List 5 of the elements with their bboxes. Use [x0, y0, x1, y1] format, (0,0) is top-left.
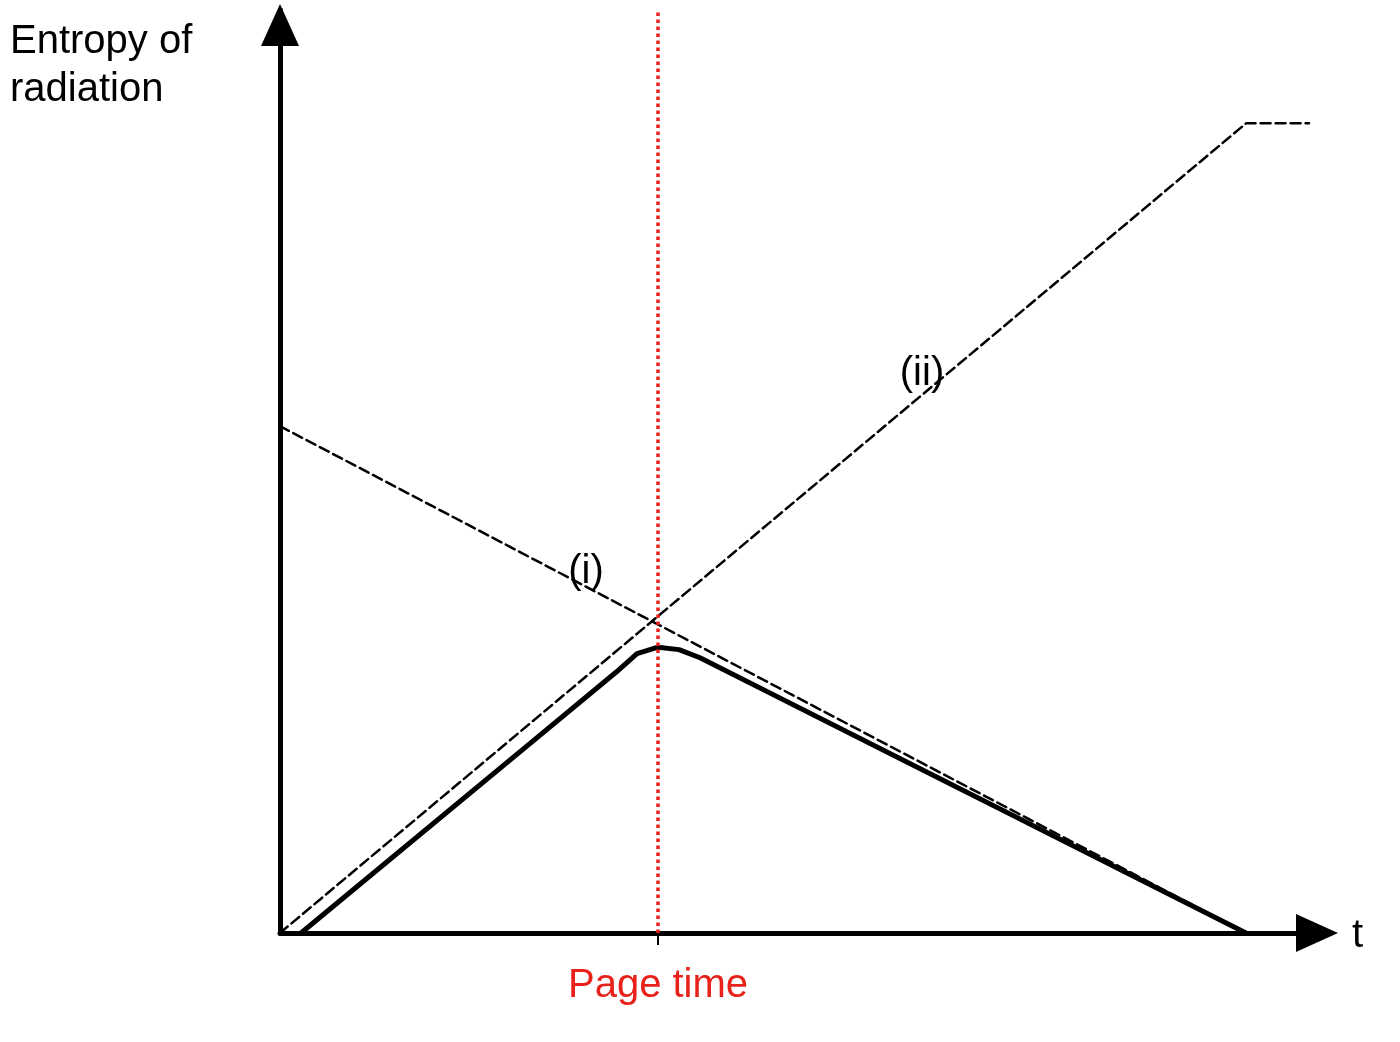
series-label: (i) — [568, 547, 604, 592]
x-axis-title: t — [1352, 911, 1364, 955]
y-axis-title: Entropy of radiation — [10, 17, 204, 109]
text: Page time — [567, 961, 749, 1005]
series-label: (ii) — [899, 349, 945, 394]
